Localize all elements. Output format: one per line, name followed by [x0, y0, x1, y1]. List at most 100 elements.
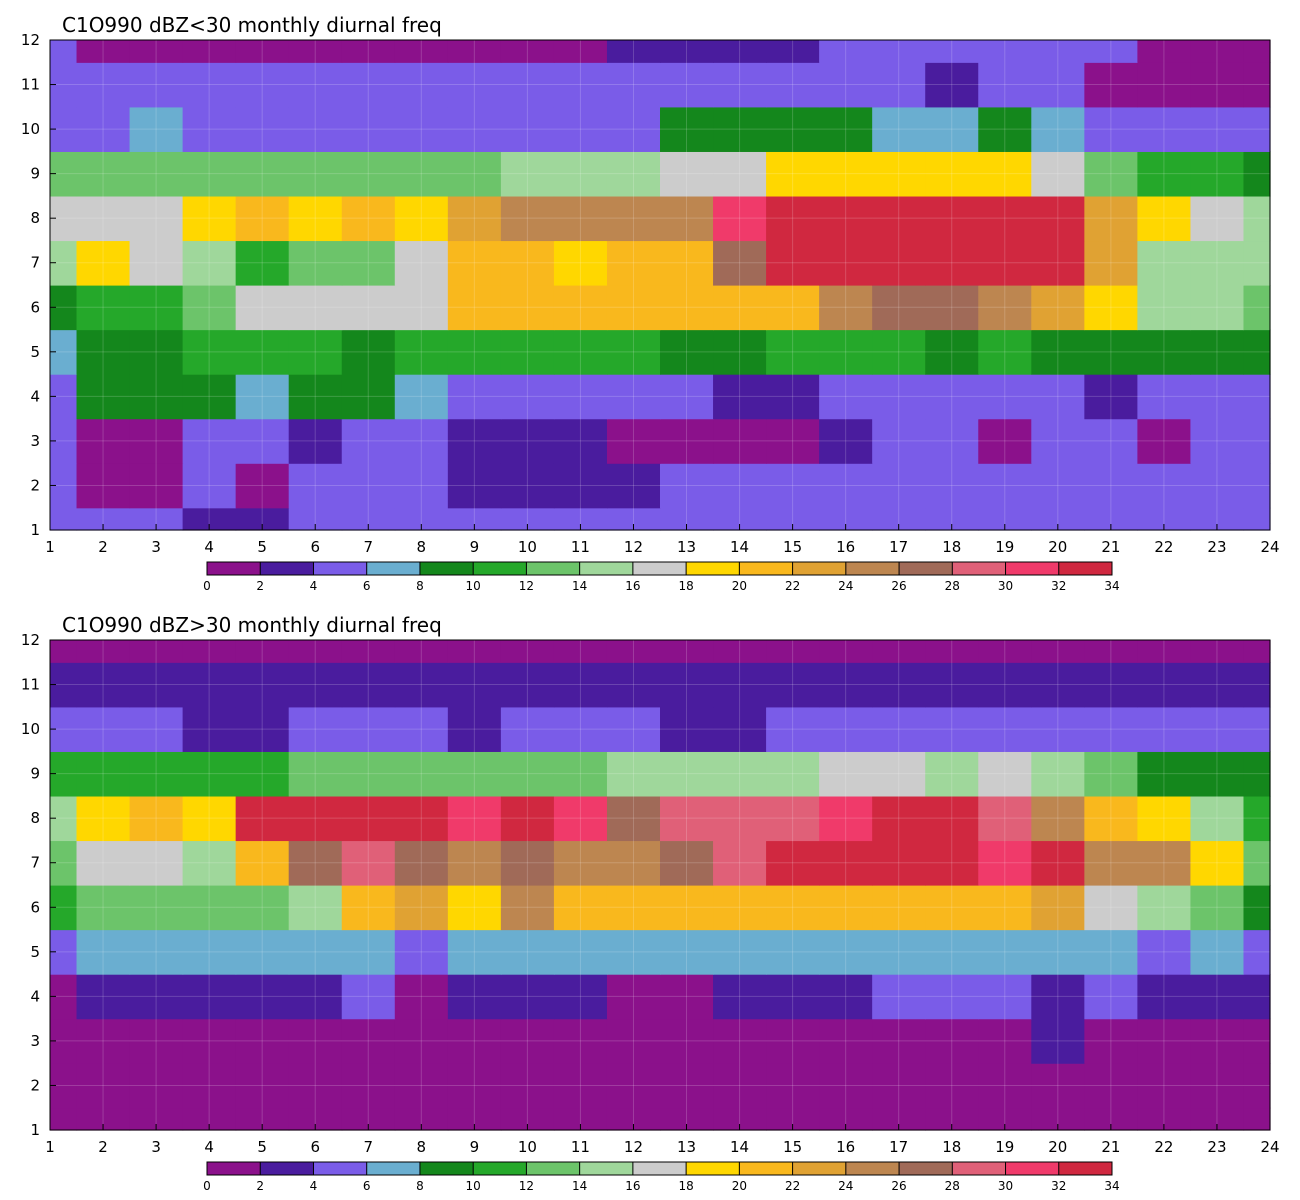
heatmap-cell	[713, 329, 767, 375]
heatmap-cell	[819, 974, 873, 1020]
heatmap-cell	[925, 240, 979, 286]
heatmap-cell	[766, 974, 820, 1020]
x-tick-label: 13	[677, 538, 696, 556]
heatmap-cell	[288, 885, 343, 931]
heatmap-cell	[713, 662, 767, 708]
heatmap-cell	[76, 40, 131, 63]
x-tick-label: 9	[470, 1138, 480, 1156]
heatmap-cell	[872, 329, 926, 375]
heatmap-cell	[235, 151, 290, 197]
heatmap-cell	[872, 507, 926, 531]
heatmap-cell	[1084, 418, 1138, 464]
heatmap-cell	[766, 195, 820, 242]
heatmap-cell	[872, 840, 926, 886]
heatmap-cell	[872, 106, 926, 152]
heatmap-cell	[182, 418, 237, 464]
heatmap-cell	[1137, 1107, 1192, 1131]
heatmap-cell	[341, 1018, 396, 1064]
x-tick-label: 13	[677, 1138, 696, 1156]
x-tick-label: 8	[417, 1138, 427, 1156]
heatmap-cell	[1190, 1107, 1245, 1131]
heatmap-cell	[660, 751, 714, 797]
heatmap-cell	[500, 463, 555, 509]
y-tick-label: 1	[30, 1121, 40, 1139]
heatmap-cell	[819, 418, 873, 464]
heatmap-cell	[925, 151, 979, 197]
heatmap-cell	[660, 195, 714, 242]
colorbar-label: 34	[1104, 1179, 1119, 1193]
heatmap-cell	[341, 106, 396, 152]
heatmap-cell	[1031, 974, 1085, 1020]
heatmap-cell	[1190, 1018, 1245, 1064]
heatmap-cell	[1031, 640, 1085, 663]
heatmap-cell	[129, 151, 184, 197]
heatmap-cell	[925, 195, 979, 242]
heatmap-cell	[713, 507, 767, 531]
colorbar-label: 28	[945, 1179, 960, 1193]
heatmap-cell	[819, 929, 873, 975]
colorbar-swatch	[845, 562, 900, 575]
heatmap-cell	[766, 662, 820, 708]
colorbar-label: 24	[838, 579, 853, 593]
y-tick-label: 8	[30, 209, 40, 227]
heatmap-cell	[606, 463, 661, 509]
heatmap-cell	[553, 885, 608, 931]
heatmap-cell	[394, 706, 449, 752]
heatmap-cell	[925, 974, 979, 1020]
heatmap-cell	[394, 329, 449, 375]
heatmap-cell	[288, 418, 343, 464]
heatmap-cell	[1190, 885, 1245, 931]
heatmap-cell	[606, 840, 661, 886]
x-tick-label: 22	[1154, 1138, 1173, 1156]
x-tick-label: 1	[45, 1138, 55, 1156]
x-tick-label: 22	[1154, 538, 1173, 556]
heatmap-cell	[394, 463, 449, 509]
heatmap-cell	[872, 640, 926, 663]
heatmap-cell	[1243, 151, 1271, 197]
heatmap-cell	[288, 974, 343, 1020]
heatmap-cell	[394, 751, 449, 797]
heatmap-cell	[288, 151, 343, 197]
heatmap-cell	[1137, 329, 1192, 375]
heatmap-cell	[1137, 840, 1192, 886]
colorbar-label: 18	[678, 579, 693, 593]
heatmap-cell	[50, 1107, 78, 1131]
heatmap-cell	[978, 1107, 1032, 1131]
y-tick-label: 9	[30, 165, 40, 183]
heatmap-cell	[341, 706, 396, 752]
heatmap-cell	[713, 62, 767, 108]
colorbar-swatch	[632, 1162, 687, 1175]
heatmap-cell	[1031, 374, 1085, 420]
heatmap-cell	[1190, 795, 1245, 842]
heatmap-cell	[447, 195, 502, 242]
heatmap-cell	[447, 795, 502, 842]
colorbar-swatch	[899, 1162, 953, 1175]
y-tick-label: 11	[21, 76, 40, 94]
heatmap-cell	[500, 974, 555, 1020]
colorbar-swatch	[792, 562, 847, 575]
heatmap-cell	[235, 418, 290, 464]
heatmap-cell	[925, 62, 979, 108]
heatmap-cell	[660, 840, 714, 886]
heatmap-cell	[447, 751, 502, 797]
heatmap-cell	[1243, 751, 1271, 797]
x-tick-label: 3	[151, 1138, 161, 1156]
heatmap-cell	[129, 885, 184, 931]
heatmap-cell	[500, 1107, 555, 1131]
heatmap-cell	[1031, 1107, 1085, 1131]
colorbar-label: 0	[203, 579, 211, 593]
heatmap-cell	[1031, 285, 1085, 331]
heatmap-cell	[1243, 974, 1271, 1020]
x-tick-label: 21	[1101, 538, 1120, 556]
x-tick-label: 3	[151, 538, 161, 556]
heatmap-cell	[553, 1063, 608, 1109]
colorbar-label: 18	[678, 1179, 693, 1193]
heatmap-cell	[129, 1063, 184, 1109]
heatmap-cell	[1243, 795, 1271, 842]
heatmap-cell	[182, 285, 237, 331]
heatmap-cell	[288, 374, 343, 420]
heatmap-cell	[713, 151, 767, 197]
heatmap-cell	[766, 418, 820, 464]
